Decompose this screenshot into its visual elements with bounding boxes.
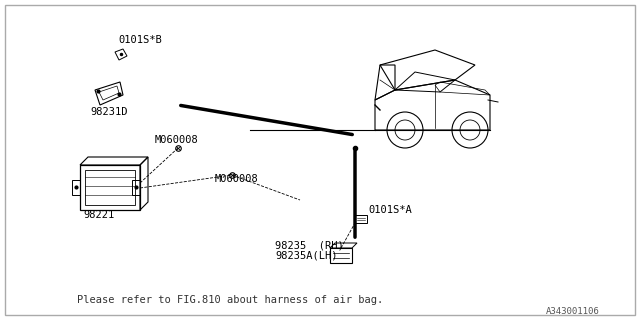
- Text: 0101S*B: 0101S*B: [118, 35, 162, 45]
- Text: M060008: M060008: [155, 135, 199, 145]
- Text: 0101S*A: 0101S*A: [368, 205, 412, 215]
- Text: 98231D: 98231D: [90, 107, 127, 117]
- Text: A343001106: A343001106: [547, 308, 600, 316]
- Text: Please refer to FIG.810 about harness of air bag.: Please refer to FIG.810 about harness of…: [77, 295, 383, 305]
- Text: M060008: M060008: [215, 174, 259, 184]
- Text: 98235A(LH): 98235A(LH): [275, 250, 337, 260]
- Text: 98235  (RH): 98235 (RH): [275, 240, 344, 250]
- Text: 98221: 98221: [83, 210, 115, 220]
